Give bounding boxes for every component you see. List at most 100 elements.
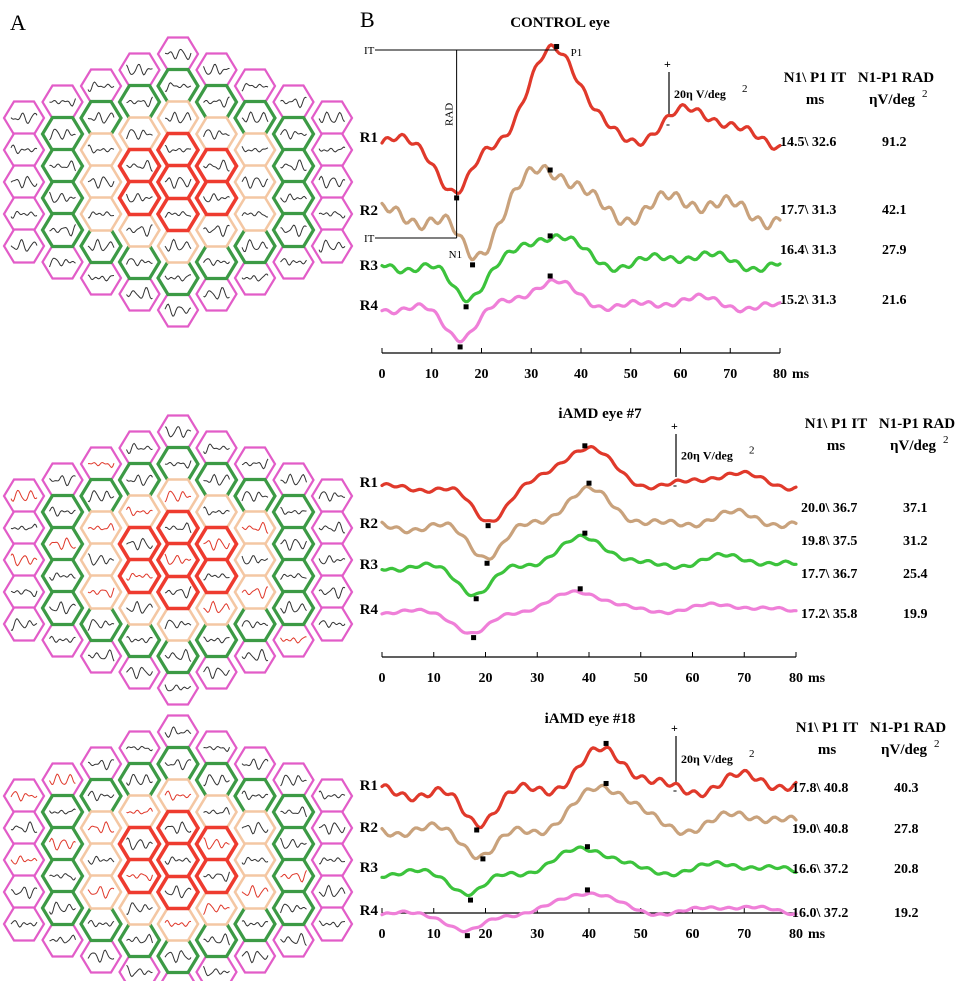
hexagon-cell bbox=[2, 542, 46, 578]
rad-value: 25.4 bbox=[903, 567, 928, 582]
hexagon-waveform bbox=[164, 684, 192, 692]
hexagon-waveform bbox=[49, 128, 76, 141]
hexagon-waveform bbox=[126, 600, 153, 614]
it-value: 17.2\ 35.8 bbox=[801, 607, 857, 622]
n1-marker bbox=[464, 933, 470, 939]
x-tick-label: 50 bbox=[624, 367, 638, 382]
hexagon-waveform bbox=[164, 522, 192, 534]
hexagon-waveform bbox=[280, 159, 307, 172]
hexagon-waveform bbox=[164, 176, 192, 189]
rad-value: 37.1 bbox=[903, 501, 928, 516]
hexagon-waveform bbox=[203, 287, 230, 300]
hexagon-waveform bbox=[49, 808, 76, 815]
hexagon-waveform bbox=[87, 211, 115, 219]
hexagon-waveform bbox=[49, 506, 76, 517]
hexagon-cell bbox=[117, 83, 162, 121]
it-value: 17.7\ 36.7 bbox=[801, 567, 857, 582]
hexagon-waveform bbox=[10, 112, 38, 124]
hexagon-cell bbox=[194, 825, 239, 863]
hexagon-waveform bbox=[203, 538, 230, 551]
annotation-n1: N1 bbox=[449, 249, 462, 261]
hexagon-cell bbox=[79, 260, 123, 296]
x-tick-label: 80 bbox=[789, 927, 803, 942]
hexagon-waveform bbox=[10, 821, 38, 834]
hexagon-waveform bbox=[203, 666, 230, 679]
hexagon-waveform bbox=[49, 873, 76, 881]
annotation-it-top: IT bbox=[364, 45, 375, 57]
hexagon-waveform bbox=[203, 636, 230, 644]
hexagon-waveform bbox=[241, 273, 269, 282]
hexagon-cell bbox=[40, 115, 85, 153]
hexagon-waveform bbox=[203, 224, 230, 238]
hexagon-cell bbox=[272, 762, 315, 798]
x-tick-label: 50 bbox=[634, 927, 648, 942]
hexagon-waveform bbox=[87, 619, 115, 631]
hexagon-cell bbox=[118, 52, 161, 88]
hexagon-cell bbox=[156, 906, 200, 942]
hexagon-cell bbox=[310, 164, 354, 200]
hexagon-waveform bbox=[241, 458, 269, 470]
hexagon-cell bbox=[271, 179, 316, 217]
hexagon-cell bbox=[194, 116, 239, 152]
hexagon-waveform bbox=[203, 600, 230, 614]
hexagon-waveform bbox=[280, 224, 307, 238]
hexagon-waveform bbox=[87, 855, 115, 865]
hexagon-waveform bbox=[10, 175, 38, 189]
p1-marker bbox=[547, 233, 553, 239]
header-rad-sup: 2 bbox=[934, 738, 940, 750]
hexagon-cell bbox=[155, 873, 201, 911]
hexagon-waveform bbox=[164, 950, 192, 964]
hexagon-waveform bbox=[241, 521, 269, 534]
hexagon-waveform bbox=[126, 96, 153, 108]
hexagon-cell bbox=[156, 292, 200, 328]
hexagon-cell bbox=[117, 147, 162, 185]
hexagon-waveform bbox=[49, 537, 76, 551]
it-value: 16.6\ 37.2 bbox=[792, 862, 848, 877]
hexagon-cell bbox=[2, 100, 46, 136]
hexagon-waveform bbox=[49, 934, 76, 944]
hexagon-cell bbox=[156, 100, 200, 136]
hexagon-waveform bbox=[164, 48, 192, 61]
hexagon-array-3 bbox=[2, 714, 354, 981]
hexagon-waveform bbox=[318, 175, 346, 189]
hexagon-cell bbox=[156, 745, 200, 783]
hexagon-waveform bbox=[280, 837, 307, 849]
hexagon-waveform bbox=[164, 790, 192, 801]
hexagon-waveform bbox=[241, 82, 269, 92]
hexagon-cell bbox=[117, 212, 162, 248]
hexagon-waveform bbox=[241, 821, 269, 835]
hexagon-waveform bbox=[164, 274, 192, 282]
hexagon-cell bbox=[156, 445, 200, 483]
hexagon-waveform bbox=[126, 933, 153, 944]
scale-plus: + bbox=[664, 57, 671, 71]
hexagon-arrays bbox=[2, 36, 354, 981]
hexagon-waveform bbox=[318, 586, 346, 600]
hexagon-waveform bbox=[241, 790, 269, 801]
hexagon-waveform bbox=[87, 949, 115, 963]
hexagon-waveform bbox=[241, 620, 269, 629]
p1-marker bbox=[547, 273, 553, 279]
x-tick-label: 60 bbox=[686, 927, 700, 942]
hexagon-waveform bbox=[280, 932, 307, 946]
hexagon-waveform bbox=[241, 238, 269, 253]
hexagon-waveform bbox=[49, 191, 76, 203]
hexagon-cell bbox=[40, 493, 85, 531]
hexagon-cell bbox=[271, 147, 316, 185]
hexagon-waveform bbox=[49, 773, 76, 786]
x-unit-label: ms bbox=[808, 671, 826, 686]
hexagon-waveform bbox=[203, 573, 230, 581]
hexagon-cell bbox=[156, 937, 200, 975]
hexagon-waveform bbox=[126, 902, 153, 916]
hexagon-cell bbox=[310, 478, 354, 514]
hexagon-waveform bbox=[318, 620, 346, 629]
header-it: N1\ P1 IT bbox=[796, 720, 859, 736]
hexagon-waveform bbox=[49, 475, 76, 487]
hexagon-waveform bbox=[126, 506, 153, 517]
x-tick-label: 50 bbox=[634, 671, 648, 686]
hexagon-waveform bbox=[87, 821, 115, 834]
hexagon-waveform bbox=[241, 491, 269, 502]
hexagon-cell bbox=[271, 889, 316, 927]
hexagon-waveform bbox=[10, 238, 38, 252]
hexagon-cell bbox=[155, 541, 201, 579]
